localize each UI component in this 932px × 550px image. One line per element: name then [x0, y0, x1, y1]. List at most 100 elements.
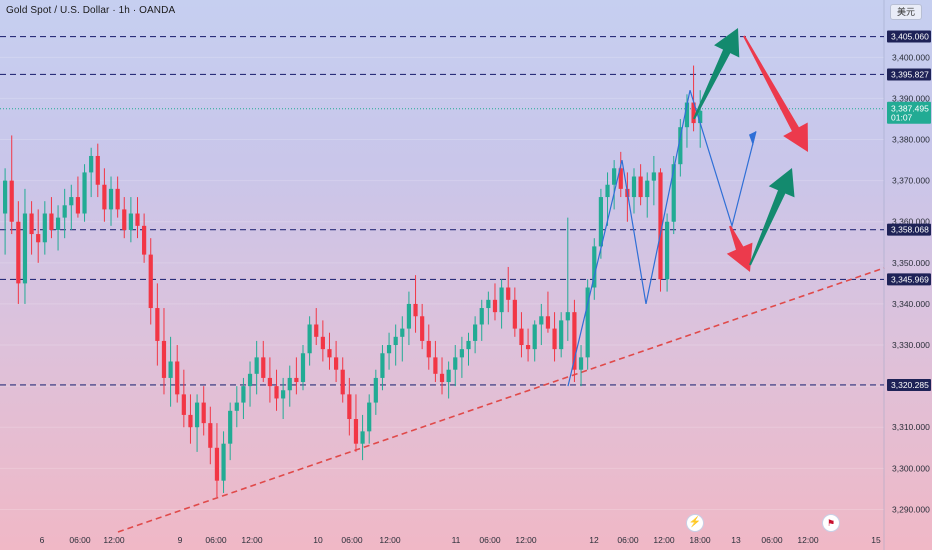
current-price-label: 3,387.495 [891, 104, 929, 114]
candle [327, 332, 332, 370]
candle [320, 320, 325, 362]
candle [188, 394, 193, 444]
candle [532, 320, 537, 362]
lightning-icon[interactable]: ⚡ [686, 514, 704, 532]
candle [175, 345, 180, 403]
projection-path [567, 90, 757, 387]
x-tick-label: 18:00 [689, 535, 711, 545]
candle [353, 394, 359, 452]
candle [247, 361, 253, 407]
y-tick-label: 3,350.000 [892, 258, 930, 268]
candle [49, 197, 54, 239]
candle [254, 340, 259, 395]
candle [108, 176, 114, 226]
level-price-tag [887, 223, 931, 236]
candle [168, 336, 173, 407]
x-tick-label: 9 [178, 535, 183, 545]
candle [439, 357, 445, 395]
candle [499, 279, 504, 329]
support-trendline [117, 267, 885, 533]
x-tick-label: 15 [871, 535, 881, 545]
candle [234, 386, 239, 428]
candle [194, 394, 200, 452]
candle [585, 279, 590, 370]
x-tick-label: 12:00 [103, 535, 125, 545]
candle [142, 213, 147, 263]
candle [102, 168, 107, 222]
candle [665, 213, 670, 292]
candle [208, 406, 213, 465]
level-price-tag [887, 30, 931, 43]
countdown-label: 01:07 [891, 113, 913, 123]
candle [678, 118, 683, 177]
candle [148, 238, 153, 325]
currency-button[interactable]: 美元 [890, 4, 922, 20]
y-tick-label: 3,390.000 [892, 93, 930, 103]
candle [314, 308, 319, 346]
candle [386, 332, 392, 370]
arrow-up-2 [749, 168, 795, 266]
candle [62, 188, 67, 239]
candle [473, 316, 478, 354]
candle [221, 431, 226, 494]
symbol-legend[interactable]: Gold Spot / U.S. Dollar · 1h · OANDA [6, 5, 176, 16]
candle [453, 345, 458, 387]
candle [413, 275, 418, 333]
candle [16, 201, 21, 304]
candle [22, 188, 28, 304]
candle [519, 312, 524, 358]
candle [241, 377, 246, 420]
x-tick-label: 12:00 [515, 535, 537, 545]
x-tick-label: 06:00 [617, 535, 639, 545]
candle [287, 365, 292, 407]
x-tick-label: 13 [731, 535, 741, 545]
candle [360, 414, 365, 461]
candle [380, 345, 385, 391]
x-tick-label: 6 [40, 535, 45, 545]
y-tick-label: 3,340.000 [892, 299, 930, 309]
candle [9, 135, 14, 235]
candle [539, 303, 544, 346]
x-tick-label: 10 [313, 535, 323, 545]
projection-arrowhead [749, 131, 756, 146]
y-tick-label: 3,290.000 [892, 504, 930, 514]
y-tick-label: 3,310.000 [892, 422, 930, 432]
level-price-tag [887, 68, 931, 81]
candle [347, 377, 352, 436]
candle [446, 361, 451, 399]
candle [625, 172, 630, 222]
x-tick-label: 12:00 [797, 535, 819, 545]
candle [466, 332, 471, 366]
candle [294, 357, 299, 395]
current-price-tag [887, 101, 931, 124]
level-price-label: 3,358.068 [891, 225, 929, 235]
y-tick-label: 3,370.000 [892, 176, 930, 186]
candle [334, 340, 339, 383]
candle [400, 316, 405, 362]
x-tick-label: 12:00 [653, 535, 675, 545]
candle [75, 176, 81, 218]
candle [69, 184, 74, 230]
us-flag-icon[interactable]: ⚑ [822, 514, 840, 532]
candle [181, 369, 186, 428]
candle [267, 357, 272, 403]
level-price-label: 3,345.969 [891, 274, 929, 284]
candle [698, 90, 703, 148]
candle [29, 201, 34, 255]
candle [214, 423, 220, 498]
candle [135, 197, 140, 239]
candle [340, 357, 345, 403]
candle [155, 283, 160, 366]
candle [95, 143, 100, 198]
x-tick-label: 12:00 [241, 535, 263, 545]
candle [645, 172, 650, 218]
candle [631, 168, 637, 214]
candle [373, 369, 378, 415]
candle [3, 168, 8, 255]
candle [55, 205, 61, 251]
x-tick-label: 12:00 [379, 535, 401, 545]
candle [506, 266, 511, 313]
level-price-tag [887, 378, 931, 391]
